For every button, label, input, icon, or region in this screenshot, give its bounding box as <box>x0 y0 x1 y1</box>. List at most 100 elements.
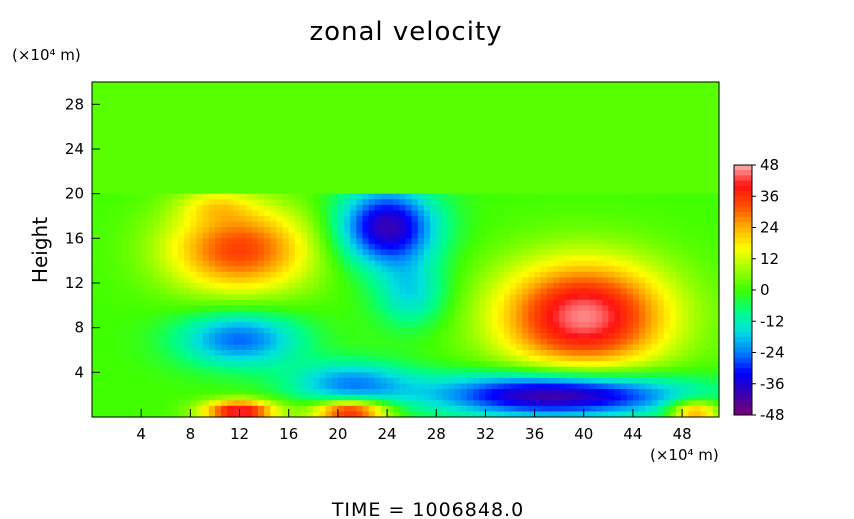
heatmap-cell <box>227 333 234 340</box>
heatmap-cell <box>712 338 720 346</box>
heatmap-cell <box>190 204 198 212</box>
heatmap-cell <box>331 232 339 239</box>
heatmap-cell <box>264 283 271 290</box>
heatmap-cell <box>497 182 505 189</box>
heatmap-cell <box>516 87 523 94</box>
heatmap-cell <box>288 188 296 195</box>
heatmap-cell <box>374 188 382 195</box>
heatmap-cell <box>546 260 554 267</box>
heatmap-cell <box>319 132 327 139</box>
heatmap-cell <box>417 132 425 139</box>
heatmap-cell <box>491 294 499 301</box>
heatmap-cell <box>405 221 413 228</box>
heatmap-cell <box>528 87 536 94</box>
heatmap-cell <box>559 109 566 117</box>
heatmap-cell <box>436 305 443 312</box>
heatmap-cell <box>436 299 443 306</box>
heatmap-cell <box>380 132 388 139</box>
heatmap-cell <box>682 283 689 290</box>
heatmap-cell <box>682 344 689 351</box>
heatmap-cell <box>350 98 357 105</box>
heatmap-cell <box>245 243 253 251</box>
heatmap-cell <box>602 171 609 178</box>
heatmap-cell <box>319 126 327 133</box>
heatmap-cell <box>325 98 333 105</box>
heatmap-cell <box>239 305 247 312</box>
heatmap-cell <box>608 344 616 351</box>
heatmap-cell <box>663 182 671 189</box>
heatmap-cell <box>214 171 222 178</box>
heatmap-cell <box>190 333 198 340</box>
heatmap-cell <box>417 143 425 150</box>
heatmap-cell <box>479 137 487 145</box>
heatmap-cell <box>682 188 689 195</box>
heatmap-cell <box>374 288 382 295</box>
heatmap-cell <box>270 82 278 89</box>
heatmap-cell <box>356 255 364 262</box>
heatmap-cell <box>257 149 265 156</box>
heatmap-cell <box>270 255 278 262</box>
heatmap-cell <box>264 299 271 306</box>
heatmap-cell <box>288 154 296 161</box>
heatmap-cell <box>706 165 714 172</box>
heatmap-cell <box>614 176 622 184</box>
heatmap-cell <box>393 176 400 184</box>
heatmap-cell <box>645 87 652 94</box>
heatmap-cell <box>288 109 296 117</box>
heatmap-cell <box>411 126 419 133</box>
heatmap-cell <box>430 221 437 228</box>
heatmap-cell <box>387 255 394 262</box>
heatmap-cell <box>374 137 382 145</box>
heatmap-cell <box>706 188 714 195</box>
heatmap-cell <box>516 182 523 189</box>
heatmap-cell <box>448 316 456 323</box>
heatmap-cell <box>466 121 474 128</box>
heatmap-cell <box>104 132 112 139</box>
heatmap-cell <box>374 176 382 184</box>
heatmap-cell <box>639 216 646 223</box>
heatmap-cell <box>325 126 333 133</box>
heatmap-cell <box>264 160 271 167</box>
heatmap-cell <box>706 193 714 200</box>
heatmap-cell <box>596 350 603 357</box>
heatmap-cell <box>141 260 148 267</box>
heatmap-cell <box>596 171 603 178</box>
heatmap-cell <box>313 338 321 346</box>
heatmap-cell <box>430 238 437 245</box>
heatmap-cell <box>356 243 364 251</box>
heatmap-cell <box>602 277 609 284</box>
heatmap-cell <box>171 283 179 290</box>
heatmap-cell <box>706 255 714 262</box>
heatmap-cell <box>436 333 443 340</box>
heatmap-cell <box>257 260 265 267</box>
heatmap-cell <box>553 238 560 245</box>
heatmap-cell <box>571 249 579 256</box>
heatmap-cell <box>657 143 665 150</box>
heatmap-cell <box>546 182 554 189</box>
heatmap-cell <box>497 227 505 234</box>
heatmap-cell <box>165 165 173 172</box>
heatmap-cell <box>546 350 554 357</box>
heatmap-cell <box>639 271 646 279</box>
heatmap-cell <box>497 333 505 340</box>
heatmap-cell <box>276 165 284 172</box>
heatmap-cell <box>313 266 321 273</box>
heatmap-cell <box>479 249 487 256</box>
heatmap-cell <box>411 165 419 172</box>
heatmap-cell <box>141 121 148 128</box>
heatmap-cell <box>510 154 517 161</box>
heatmap-cell <box>417 93 425 100</box>
heatmap-cell <box>104 171 112 178</box>
heatmap-cell <box>92 188 99 195</box>
heatmap-cell <box>620 316 628 323</box>
heatmap-cell <box>436 182 443 189</box>
heatmap-cell <box>516 310 523 318</box>
heatmap-cell <box>227 266 234 273</box>
heatmap-cell <box>522 188 530 195</box>
heatmap-cell <box>171 171 179 178</box>
heatmap-cell <box>153 143 161 150</box>
heatmap-cell <box>608 249 616 256</box>
heatmap-cell <box>208 87 216 94</box>
heatmap-cell <box>546 176 554 184</box>
heatmap-cell <box>639 93 646 100</box>
